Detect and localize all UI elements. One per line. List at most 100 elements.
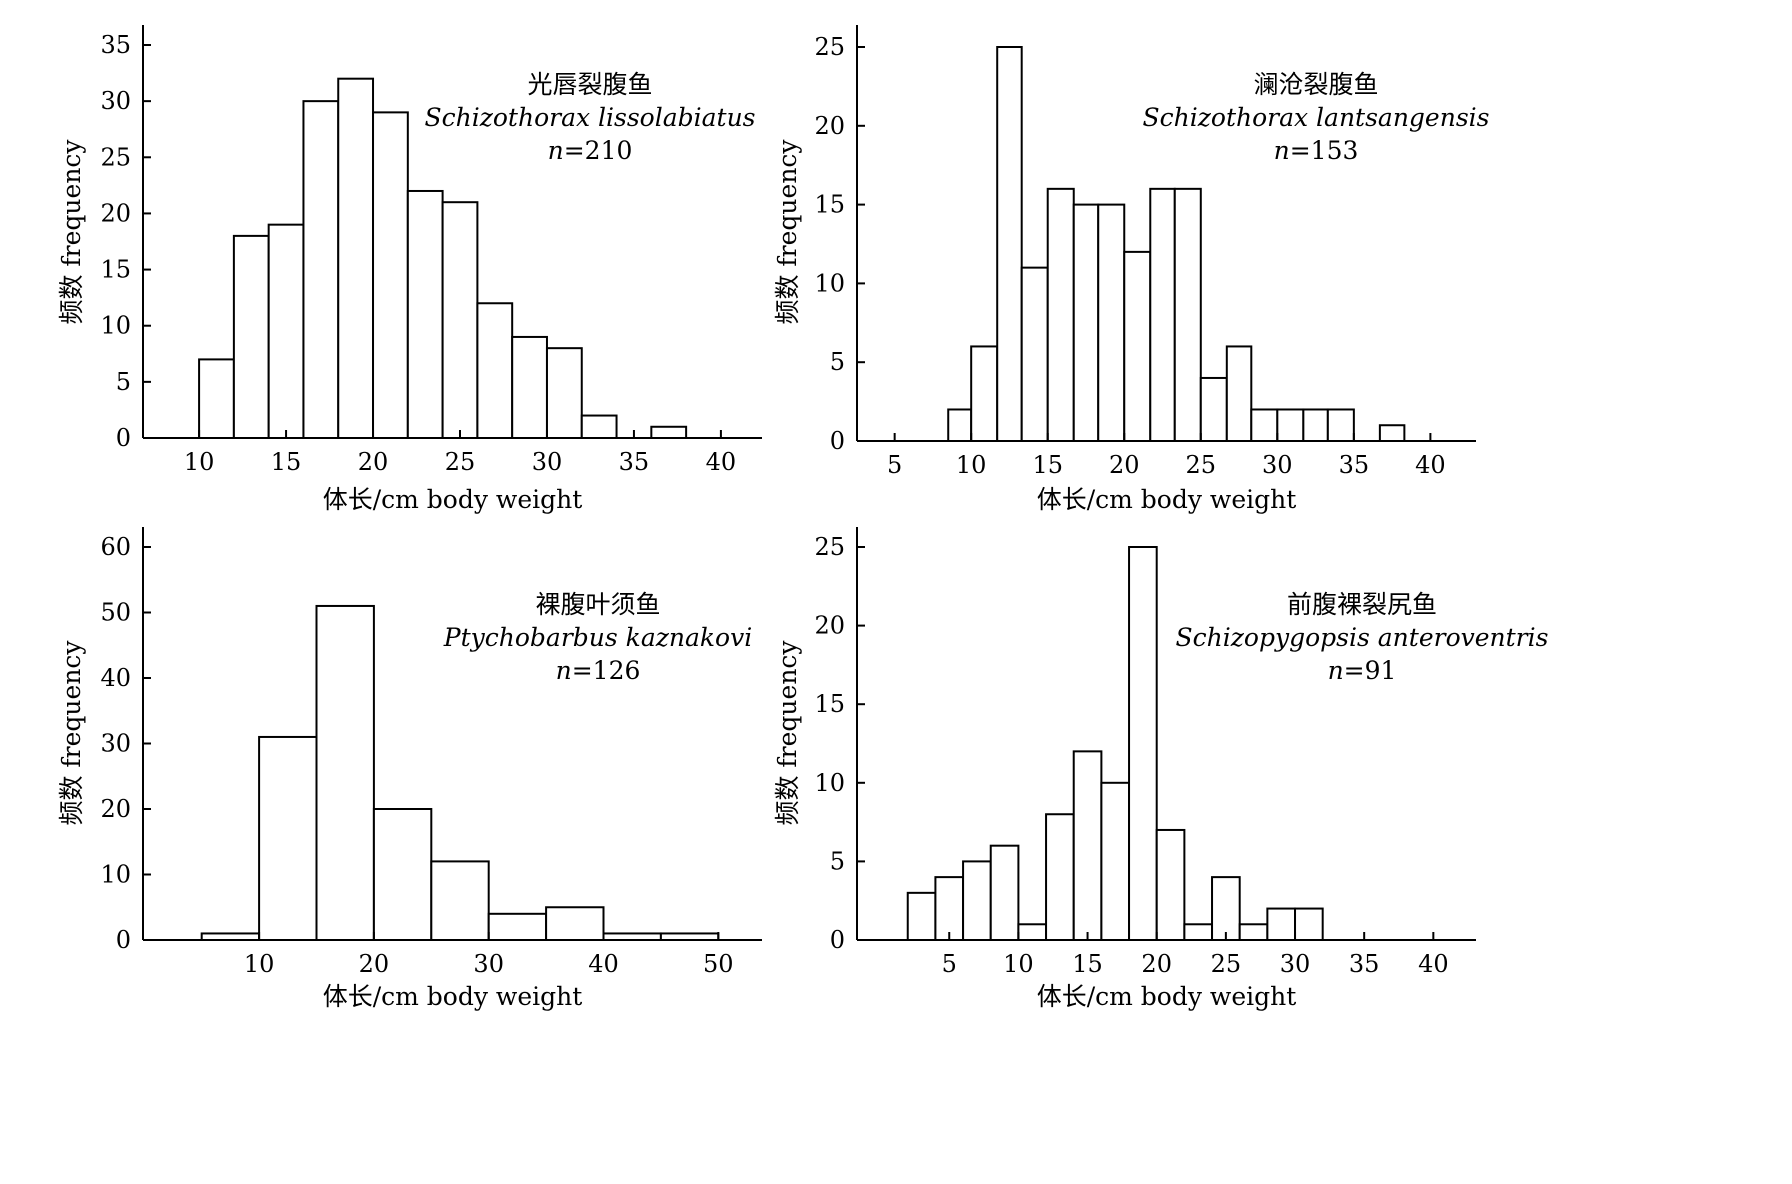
y-tick-label: 0 — [116, 926, 131, 954]
x-tick-label: 20 — [1109, 451, 1140, 479]
bar-28-30 — [1266, 907, 1297, 941]
y-tick-label: 5 — [830, 348, 845, 376]
bar-6-8 — [962, 860, 992, 942]
x-tick-label: 20 — [1141, 950, 1172, 978]
sample-size: n=91 — [1328, 656, 1397, 685]
bar-10-15 — [258, 735, 318, 942]
bar-28.3-30 — [1250, 408, 1279, 443]
x-tick-label: 40 — [706, 448, 737, 476]
x-axis-label: 体长/cm body weight — [1037, 485, 1297, 514]
x-tick-label: 15 — [1032, 451, 1063, 479]
bar-18.3-20 — [1097, 203, 1126, 442]
y-tick-label: 25 — [100, 143, 131, 171]
x-tick-label: 10 — [244, 950, 275, 978]
bar-35-40 — [545, 906, 605, 941]
bar-22-24 — [1183, 923, 1214, 942]
bar-30-31.7 — [1276, 408, 1305, 443]
bar-8.5-10 — [947, 408, 973, 443]
y-tick-label: 20 — [814, 612, 845, 640]
x-tick-label: 40 — [1418, 950, 1449, 978]
bar-10-11.7 — [970, 345, 999, 442]
bar-10-12 — [198, 358, 235, 439]
bar-25-26.7 — [1199, 376, 1228, 442]
bar-12-14 — [232, 234, 270, 439]
x-tick-label: 30 — [532, 448, 563, 476]
x-tick-label: 25 — [1186, 451, 1217, 479]
bar-20-21.7 — [1123, 250, 1152, 442]
bar-23.3-25 — [1173, 187, 1202, 442]
species-name-chinese: 光唇裂腹鱼 — [527, 70, 652, 99]
bar-11.7-13.3 — [996, 46, 1023, 442]
bar-15-16.7 — [1046, 187, 1075, 442]
bar-32-34 — [580, 414, 618, 439]
bar-33.3-35 — [1326, 408, 1355, 443]
bar-14-16 — [267, 223, 305, 439]
y-tick-label: 40 — [100, 664, 131, 692]
x-tick-label: 35 — [1339, 451, 1370, 479]
y-tick-label: 10 — [100, 312, 131, 340]
y-axis-label: 频数 frequency — [57, 139, 86, 325]
x-tick-label: 35 — [619, 448, 650, 476]
x-tick-label: 10 — [1003, 950, 1034, 978]
y-tick-label: 50 — [100, 599, 131, 627]
y-axis-label: 频数 frequency — [773, 640, 802, 826]
bar-21.7-23.3 — [1149, 187, 1176, 442]
x-tick-label: 35 — [1349, 950, 1380, 978]
bar-30-32 — [1294, 907, 1324, 941]
bar-12-14 — [1045, 813, 1075, 941]
species-name-chinese: 裸腹叶须鱼 — [535, 590, 660, 619]
x-tick-label: 50 — [703, 950, 734, 978]
bar-24-26 — [441, 201, 479, 439]
y-axis-label: 频数 frequency — [57, 640, 86, 826]
bar-31.7-33.3 — [1302, 408, 1329, 443]
bar-14-16 — [1072, 750, 1103, 941]
y-tick-label: 10 — [100, 861, 131, 889]
sample-size: n=210 — [548, 136, 633, 165]
x-tick-label: 30 — [1280, 950, 1311, 978]
species-name-chinese: 前腹裸裂尻鱼 — [1287, 590, 1437, 619]
bar-36-38 — [650, 425, 688, 439]
histogram-panel-4: 0 5 10 15 20 25 5 10 15 20 25 30 35 40 体长/cm body weig… — [773, 527, 1548, 1011]
x-tick-label: 20 — [358, 448, 389, 476]
bar-13.3-15 — [1020, 266, 1049, 443]
sample-size: n=153 — [1274, 136, 1359, 165]
bar-25-30 — [430, 860, 490, 942]
y-tick-label: 20 — [100, 795, 131, 823]
species-name-scientific: Ptychobarbus kaznakovi — [443, 623, 752, 652]
bar-16.7-18.3 — [1072, 203, 1100, 442]
x-tick-label: 25 — [1211, 950, 1242, 978]
x-tick-label: 30 — [1262, 451, 1293, 479]
y-tick-label: 15 — [100, 256, 131, 284]
y-tick-label: 0 — [830, 926, 845, 954]
x-axis-label: 体长/cm body weight — [323, 485, 583, 514]
bar-20-25 — [372, 808, 433, 941]
y-tick-label: 0 — [116, 424, 131, 452]
x-tick-label: 40 — [1415, 451, 1446, 479]
bar-8-10 — [989, 844, 1020, 941]
sample-size: n=126 — [556, 656, 641, 685]
y-tick-label: 60 — [100, 533, 131, 561]
species-name-scientific: Schizothorax lantsangensis — [1143, 103, 1490, 132]
y-tick-label: 10 — [814, 269, 845, 297]
x-axis-label: 体长/cm body weight — [1037, 982, 1297, 1011]
y-tick-label: 35 — [100, 31, 131, 59]
x-tick-label: 15 — [271, 448, 302, 476]
x-axis-label: 体长/cm body weight — [323, 982, 583, 1011]
y-tick-label: 30 — [100, 87, 131, 115]
y-tick-label: 10 — [814, 769, 845, 797]
bar-2-4 — [906, 891, 937, 942]
histogram-panel-3: 0 10 20 30 40 50 60 10 20 30 40 50 体长/cm body weight… — [57, 527, 762, 1011]
x-tick-label: 20 — [359, 950, 390, 978]
bar-30-35 — [487, 912, 548, 941]
species-name-chinese: 澜沧裂腹鱼 — [1253, 70, 1378, 99]
bar-36.7-38.3 — [1378, 424, 1406, 442]
y-tick-label: 20 — [100, 199, 131, 227]
histogram-panel-1: 0 5 10 15 20 25 30 35 10 15 20 25 30 35 40 体长/cm body w… — [57, 25, 762, 514]
y-tick-label: 25 — [814, 33, 845, 61]
x-tick-label: 5 — [887, 451, 902, 479]
bar-20-22 — [372, 111, 409, 439]
y-tick-label: 15 — [814, 690, 845, 718]
bar-16-18 — [302, 100, 340, 440]
bar-26-28 — [476, 302, 514, 439]
histogram-panel-2: 0 5 10 15 20 25 5 10 15 20 25 30 35 40 体长/cm body weig… — [773, 25, 1490, 514]
